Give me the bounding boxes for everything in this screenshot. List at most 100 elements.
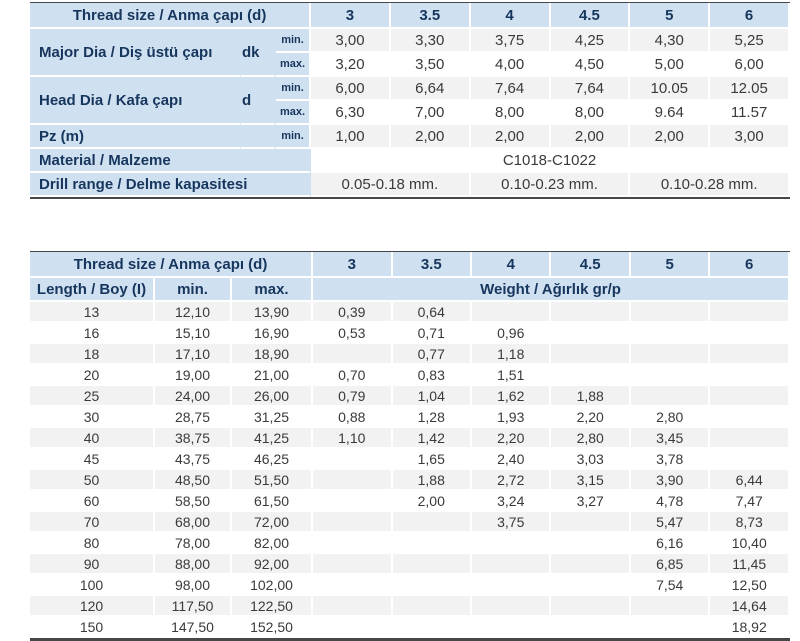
weight-value: 3,78 (630, 449, 711, 470)
weight-row: 13 12,10 13,90 0,39 0,64 (30, 302, 790, 323)
weight-value (630, 596, 711, 617)
weight-value (313, 533, 393, 554)
weight-row: 150 147,50 152,50 18,92 (30, 617, 790, 638)
weight-value: 6,44 (710, 470, 790, 491)
weight-value (313, 596, 393, 617)
weight-value (313, 344, 393, 365)
dimension-value: 4,30 (630, 29, 711, 53)
weight-value (551, 365, 631, 386)
weight-row: 120 117,50 122,50 14,64 (30, 596, 790, 617)
dimension-value: 12.05 (710, 77, 790, 101)
min-length-value: 48,50 (155, 470, 232, 491)
dimension-value: 7,64 (470, 77, 551, 101)
max-length-value: 46,25 (232, 449, 314, 470)
weight-value (472, 596, 552, 617)
weight-value: 3,27 (551, 491, 631, 512)
size-col-header: 5 (630, 252, 711, 278)
length-value: 60 (30, 491, 155, 512)
dimension-value: 3,75 (470, 29, 551, 53)
length-value: 150 (30, 617, 155, 638)
weight-value (551, 323, 631, 344)
dimension-value: 4,00 (470, 53, 551, 77)
size-col-header: 4.5 (550, 3, 631, 29)
min-length-value: 98,00 (155, 575, 232, 596)
dimension-value: 6,00 (710, 53, 790, 77)
length-value: 50 (30, 470, 155, 491)
min-length-value: 15,10 (155, 323, 232, 344)
weight-value: 0,88 (313, 407, 393, 428)
weight-value (313, 491, 393, 512)
spec-row: max. 6,30 7,00 8,00 8,00 9.64 11.57 (30, 101, 790, 125)
weight-value: 3,15 (551, 470, 631, 491)
weight-value: 11,45 (710, 554, 790, 575)
size-col-header: 3 (311, 3, 391, 29)
size-col-header: 6 (710, 3, 790, 29)
limit-label: min. (276, 29, 312, 53)
weight-value (313, 512, 393, 533)
weight-value: 2,80 (551, 428, 631, 449)
min-length-value: 17,10 (155, 344, 232, 365)
spec-row: Head Dia / Kafa çapı d min. 6,00 6,64 7,64 7,6… (30, 77, 790, 125)
dimension-value: 3,20 (311, 53, 391, 77)
length-value: 120 (30, 596, 155, 617)
weight-value (392, 533, 472, 554)
weight-row: 16 15,10 16,90 0,53 0,71 0,96 (30, 323, 790, 344)
limit-label: min. (276, 77, 312, 101)
weight-row: 80 78,00 82,00 6,16 10,40 (30, 533, 790, 554)
size-col-header: 3.5 (390, 3, 471, 29)
max-length-value: 72,00 (232, 512, 314, 533)
subheader-row: Length / Boy (I) min. max. Weight / Ağır… (30, 278, 790, 302)
min-length-value: 24,00 (155, 386, 232, 407)
weight-value: 6,85 (630, 554, 711, 575)
weight-row: 50 48,50 51,50 1,88 2,72 3,15 3,90 6,44 (30, 470, 790, 491)
weight-value (313, 470, 393, 491)
max-length-value: 31,25 (232, 407, 314, 428)
weight-value (472, 575, 552, 596)
weight-row: 30 28,75 31,25 0,88 1,28 1,93 2,20 2,80 (30, 407, 790, 428)
max-length-value: 21,00 (232, 365, 314, 386)
weight-value: 7,54 (630, 575, 711, 596)
min-length-value: 28,75 (155, 407, 232, 428)
weight-row: 25 24,00 26,00 0,79 1,04 1,62 1,88 (30, 386, 790, 407)
size-col-header: 4.5 (551, 252, 631, 278)
weight-value: 5,47 (630, 512, 711, 533)
weight-value (551, 302, 631, 323)
weight-value (630, 386, 711, 407)
weight-value (630, 617, 711, 638)
min-length-value: 58,50 (155, 491, 232, 512)
weight-value (630, 323, 711, 344)
weight-value (313, 617, 393, 638)
weight-value (551, 617, 631, 638)
dimension-value: 1,00 (311, 125, 391, 149)
min-length-value: 12,10 (155, 302, 232, 323)
min-length-value: 43,75 (155, 449, 232, 470)
length-value: 20 (30, 365, 155, 386)
dimensions-body: Major Dia / Diş üstü çapı dk min. 3,00 3,30 3… (30, 29, 790, 149)
length-column-header: Length / Boy (I) (30, 278, 155, 302)
dimension-value: 10.05 (630, 77, 711, 101)
limit-label: max. (276, 101, 312, 125)
spec-row: max. 3,20 3,50 4,00 4,50 5,00 6,00 (30, 53, 790, 77)
weight-row: 90 88,00 92,00 6,85 11,45 (30, 554, 790, 575)
dimension-value: 5,00 (630, 53, 711, 77)
weight-value (710, 428, 790, 449)
limit-label: min. (276, 125, 312, 149)
drill-range-value: 0.05-0.18 mm. (311, 173, 471, 197)
thread-size-header: Thread size / Anma çapı (d) (30, 3, 312, 29)
dimension-value: 7,00 (390, 101, 471, 125)
spec-row-code: d (241, 77, 276, 125)
spec-row-code (241, 125, 276, 149)
dimension-value: 11.57 (710, 101, 790, 125)
weight-value: 2,20 (472, 428, 552, 449)
dimension-value: 9.64 (630, 101, 711, 125)
weight-value (710, 344, 790, 365)
drill-range-value: 0.10-0.28 mm. (630, 173, 790, 197)
weight-value (710, 407, 790, 428)
weight-value: 1,18 (472, 344, 552, 365)
weight-value: 3,03 (551, 449, 631, 470)
weight-row: 70 68,00 72,00 3,75 5,47 8,73 (30, 512, 790, 533)
weight-value: 6,16 (630, 533, 711, 554)
weight-value: 3,45 (630, 428, 711, 449)
weight-value: 0,83 (392, 365, 472, 386)
